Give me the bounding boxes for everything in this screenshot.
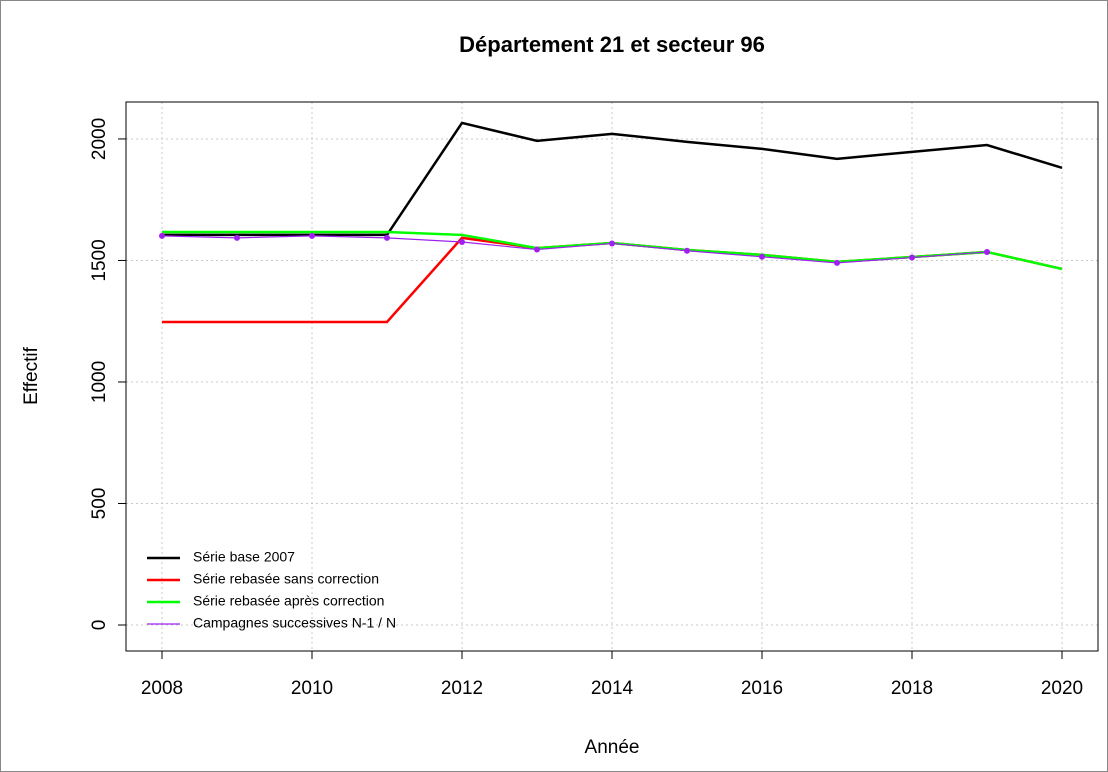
x-tick-label: 2012 xyxy=(441,678,483,699)
point xyxy=(609,240,615,247)
point xyxy=(834,259,840,266)
point xyxy=(534,246,540,253)
y-axis-label: Effectif xyxy=(21,346,42,404)
x-tick-label: 2016 xyxy=(741,678,783,699)
point xyxy=(684,247,690,254)
x-tick-label: 2014 xyxy=(591,678,634,699)
plot-box xyxy=(125,101,1099,652)
point xyxy=(759,253,765,260)
x-tick-label: 2010 xyxy=(291,678,333,699)
y-tick-label: 1000 xyxy=(89,361,110,403)
y-tick-label: 2000 xyxy=(89,118,110,160)
point xyxy=(459,238,465,245)
point xyxy=(909,254,915,261)
point xyxy=(309,232,315,239)
x-tick-label: 2018 xyxy=(891,678,933,699)
point xyxy=(984,248,990,255)
y-tick-label: 500 xyxy=(89,488,110,520)
series-line xyxy=(161,235,988,264)
point xyxy=(384,234,390,241)
y-tick-label: 0 xyxy=(89,620,110,631)
x-axis-label: Année xyxy=(585,737,640,758)
point xyxy=(159,232,165,239)
y-tick-label: 1500 xyxy=(89,239,110,281)
chart-title: Département 21 et secteur 96 xyxy=(459,32,765,57)
legend-label: Série rebasée après correction xyxy=(193,593,384,609)
legend-label: Série base 2007 xyxy=(193,549,295,565)
x-tick-label: 2008 xyxy=(141,678,183,699)
legend-label: Série rebasée sans correction xyxy=(193,571,379,587)
x-tick-label: 2020 xyxy=(1041,678,1083,699)
point xyxy=(234,234,240,241)
legend-label: Campagnes successives N-1 / N xyxy=(193,615,396,631)
